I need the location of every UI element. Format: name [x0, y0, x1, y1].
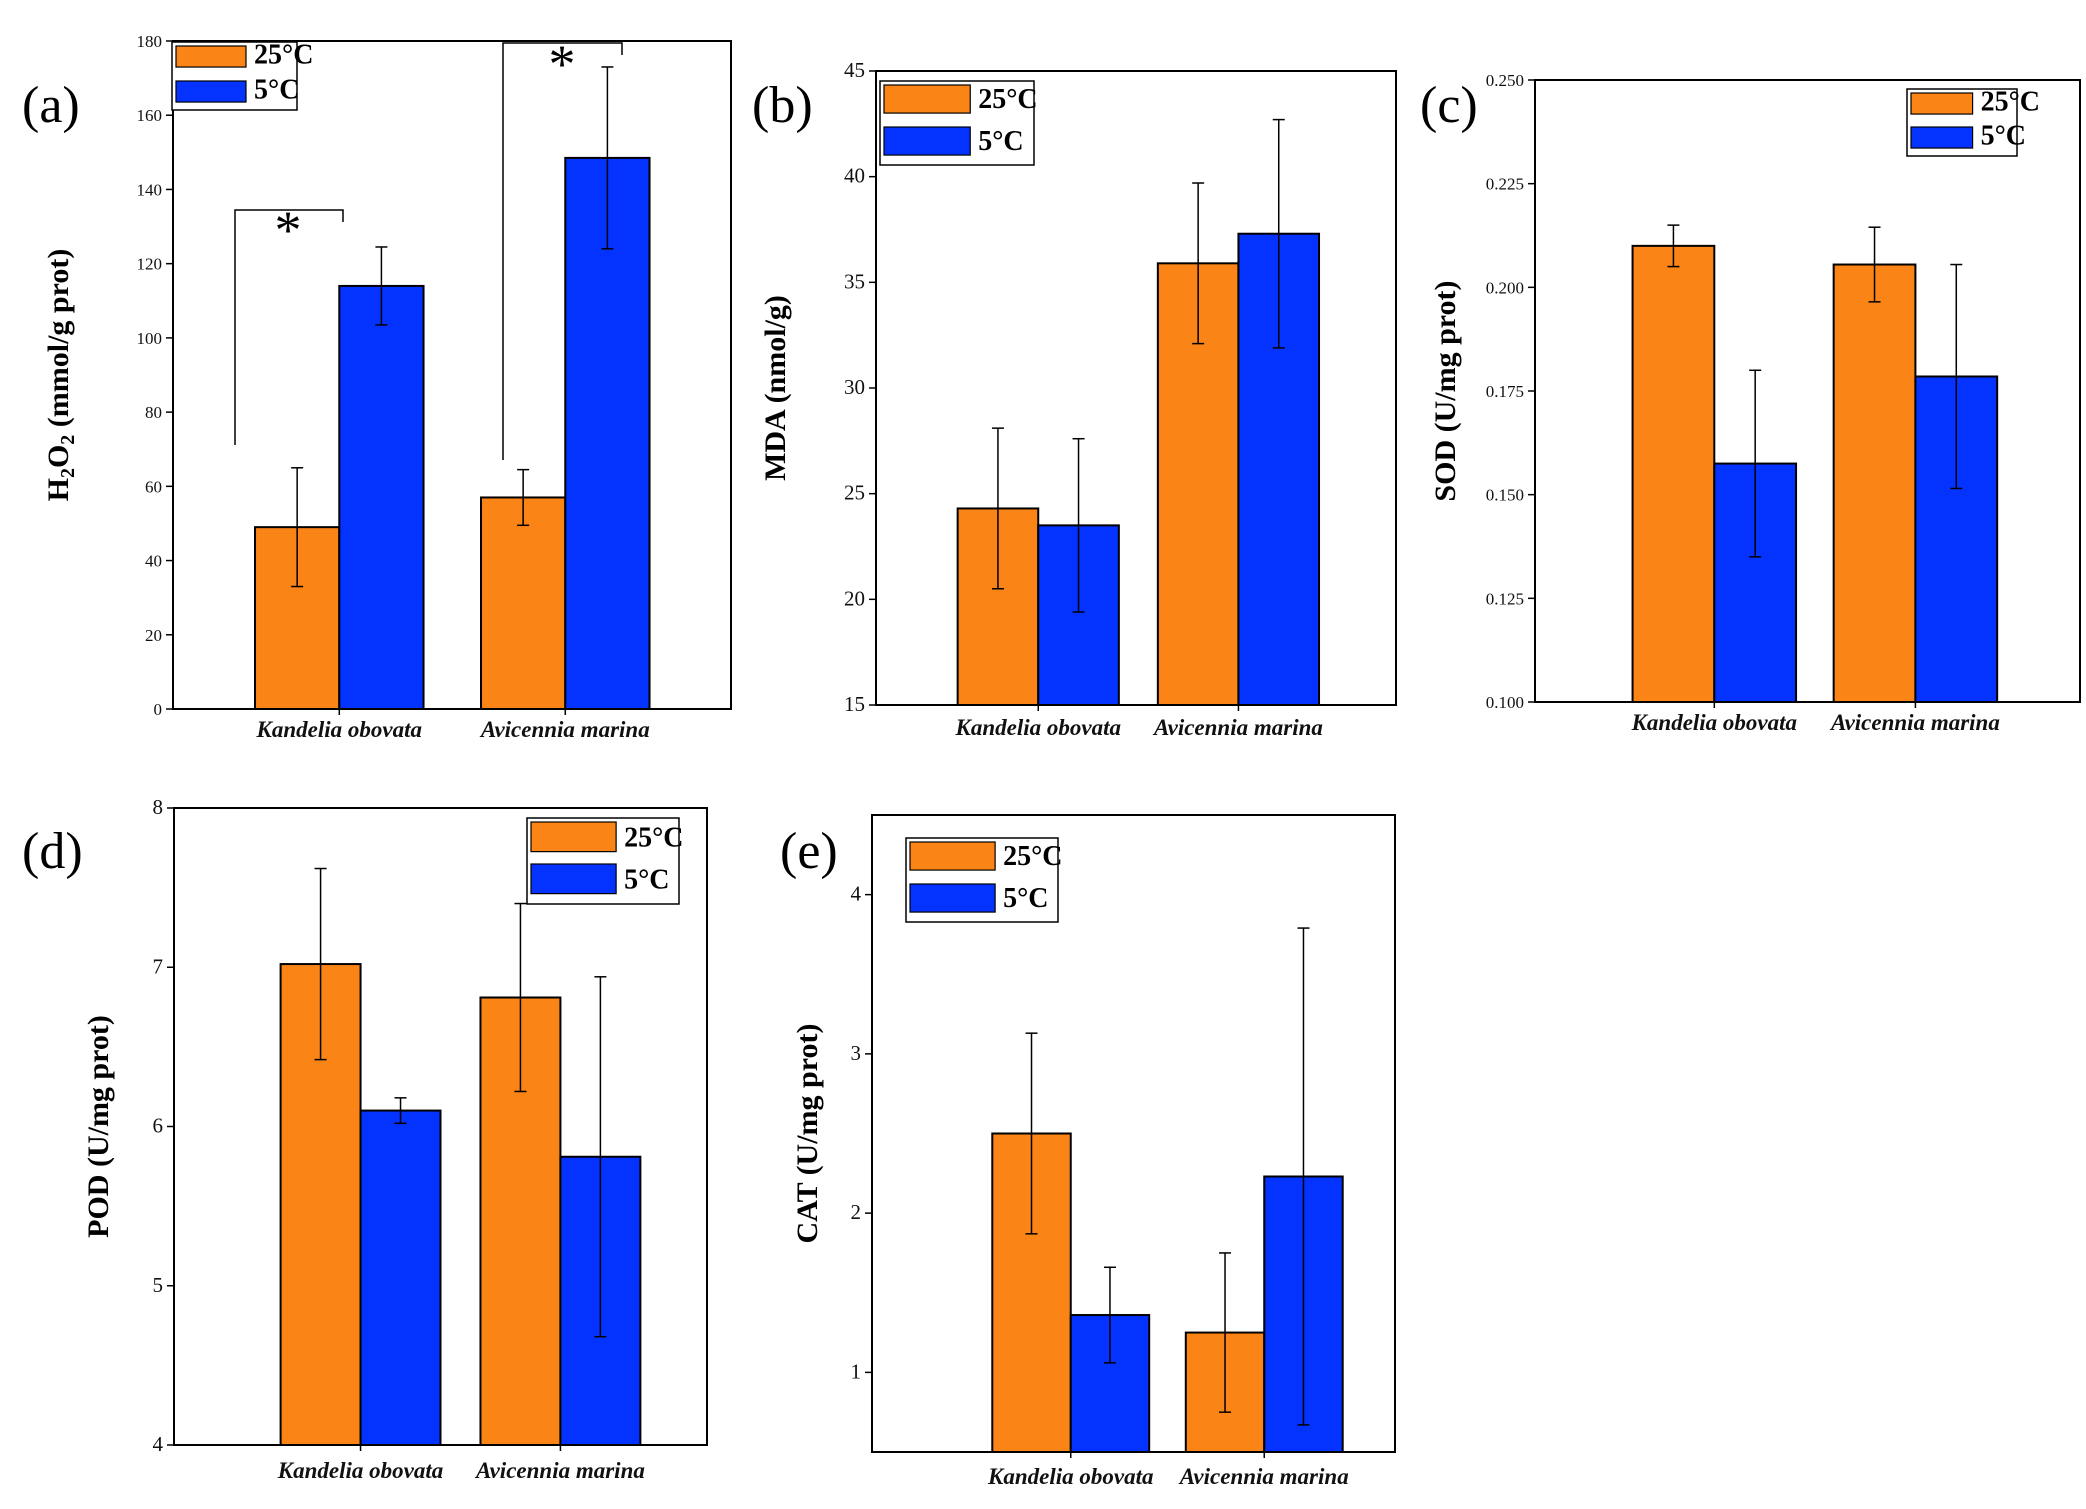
legend-label: 5°C	[978, 126, 1023, 157]
y-axis-label: H2O2 (mmol/g prot)	[42, 249, 79, 502]
bar	[1832, 263, 1917, 703]
legend: 25°C 5°C	[905, 837, 1063, 923]
y-tick-label: 6	[153, 1114, 164, 1138]
legend: 25°C 5°C	[171, 39, 313, 111]
y-tick-label: 180	[137, 32, 163, 51]
axes-frame	[1534, 79, 2081, 703]
legend-swatch	[530, 821, 617, 853]
y-tick-label: 8	[153, 795, 164, 819]
panel-label: (c)	[1420, 77, 1478, 134]
y-tick-label: 120	[137, 255, 163, 274]
y-tick-label: 160	[137, 106, 163, 125]
category-label: Avicennia marina	[1152, 715, 1323, 740]
legend-label: 25°C	[1003, 841, 1062, 872]
category-label: Kandelia obovata	[277, 1458, 443, 1483]
legend-label: 25°C	[254, 39, 313, 70]
category-label: Kandelia obovata	[987, 1464, 1153, 1489]
bar	[338, 284, 425, 710]
legend-swatch	[175, 45, 247, 68]
legend: 25°C 5°C	[526, 817, 684, 905]
y-tick-label: 0.200	[1486, 278, 1524, 297]
y-tick-label: 2	[851, 1200, 862, 1224]
category-label: Kandelia obovata	[954, 715, 1120, 740]
bar	[1631, 244, 1716, 703]
y-axis-label: SOD (U/mg prot)	[1429, 280, 1462, 501]
panel-label: (e)	[780, 823, 838, 880]
y-tick-label: 0.150	[1486, 486, 1524, 505]
y-tick-label: 0.100	[1486, 693, 1524, 712]
y-tick-label: 0.175	[1486, 382, 1524, 401]
panel-label: (b)	[752, 77, 813, 134]
chart-panel-a: 0 20 40 60 80 100 120 140 160 180 Kandelia obovata…	[22, 32, 732, 742]
y-tick-label: 40	[844, 164, 865, 188]
legend-label: 5°C	[254, 74, 299, 105]
significance-bracket	[234, 209, 344, 445]
y-tick-label: 7	[153, 954, 164, 978]
y-tick-label: 20	[145, 626, 162, 645]
legend: 25°C 5°C	[879, 80, 1038, 166]
legend-swatch	[1910, 126, 1974, 149]
y-tick-label: 0	[154, 700, 163, 719]
y-axis-label: POD (U/mg prot)	[82, 1015, 115, 1238]
legend-swatch	[530, 863, 617, 895]
chart-panel-b: 15 20 25 30 35 40 45 Kandelia obovata Avicennia …	[752, 58, 1397, 740]
y-tick-label: 80	[145, 403, 162, 422]
y-tick-label: 40	[145, 552, 162, 571]
panel-label: (a)	[22, 77, 80, 134]
legend-swatch	[175, 80, 247, 103]
y-tick-label: 3	[851, 1041, 862, 1065]
legend-swatch	[909, 883, 996, 913]
legend-swatch	[883, 126, 971, 156]
legend-label: 5°C	[624, 864, 669, 895]
y-tick-label: 60	[145, 477, 162, 496]
bar	[1069, 1314, 1151, 1454]
chart-panel-d: 4 5 6 7 8 Kandelia obovata Avicennia marina POD…	[22, 795, 708, 1483]
bar	[480, 496, 567, 711]
y-tick-label: 1	[851, 1359, 862, 1383]
chart-panel-e: 1 2 3 4 Kandelia obovata Avicennia marina CAT …	[780, 814, 1396, 1489]
category-label: Avicennia marina	[474, 1458, 645, 1483]
y-tick-label: 15	[844, 692, 865, 716]
category-label: Kandelia obovata	[1631, 710, 1797, 735]
chart-panel-c: 0.100 0.125 0.150 0.175 0.200 0.225 0.250 Kande…	[1420, 71, 2081, 735]
legend-swatch	[909, 841, 996, 871]
legend-label: 5°C	[1981, 120, 2026, 151]
category-label: Avicennia marina	[1829, 710, 2000, 735]
y-tick-label: 4	[851, 882, 862, 906]
bar	[359, 1109, 442, 1446]
y-tick-label: 0.250	[1486, 71, 1524, 90]
legend-swatch	[1910, 92, 1974, 115]
significance-marker: *	[549, 34, 576, 94]
y-tick-label: 5	[153, 1273, 164, 1297]
significance-marker: *	[275, 200, 302, 260]
y-tick-label: 0.225	[1486, 175, 1524, 194]
panel-label: (d)	[22, 823, 83, 880]
axes-frame	[172, 40, 732, 710]
y-tick-label: 30	[844, 375, 865, 399]
legend-label: 25°C	[1981, 86, 2040, 117]
y-axis-label: MDA (nmol/g)	[759, 295, 792, 481]
category-label: Kandelia obovata	[256, 717, 422, 742]
category-label: Avicennia marina	[1178, 1464, 1349, 1489]
y-tick-label: 35	[844, 269, 865, 293]
category-label: Avicennia marina	[479, 717, 650, 742]
legend-swatch	[883, 84, 971, 114]
y-tick-label: 140	[137, 180, 163, 199]
legend-label: 25°C	[978, 84, 1037, 115]
y-tick-label: 25	[844, 481, 865, 505]
axes-frame	[871, 814, 1396, 1453]
y-tick-label: 4	[153, 1432, 164, 1456]
significance-bracket	[502, 42, 623, 460]
legend-label: 25°C	[624, 822, 683, 853]
y-tick-label: 100	[137, 329, 163, 348]
legend-label: 5°C	[1003, 883, 1048, 914]
y-axis-label: CAT (U/mg prot)	[791, 1024, 824, 1244]
legend: 25°C5°C	[1906, 86, 2040, 157]
y-tick-label: 0.125	[1486, 589, 1524, 608]
y-tick-label: 45	[844, 58, 865, 82]
y-tick-label: 20	[844, 586, 865, 610]
